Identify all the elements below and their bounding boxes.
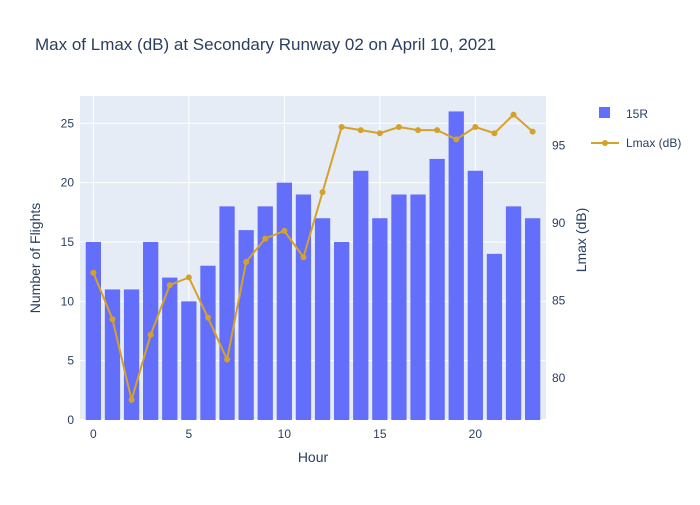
lmax-point-hour-16[interactable] [395,124,402,131]
lmax-point-hour-1[interactable] [109,316,116,323]
y-axis-title: Number of Flights [27,203,43,313]
y-tick-label: 5 [67,354,74,368]
bar-hour-9[interactable] [257,206,273,420]
bar-hour-20[interactable] [467,170,483,420]
bar-hour-21[interactable] [486,253,503,420]
lmax-point-hour-3[interactable] [147,331,154,338]
lmax-point-hour-18[interactable] [434,127,441,134]
y2-axis-title: Lmax (dB) [573,208,589,273]
line-series [90,111,536,404]
bar-hour-0[interactable] [85,241,102,420]
x-tick-label: 10 [278,427,292,441]
lmax-point-hour-8[interactable] [243,258,250,265]
x-tick-label: 5 [186,427,193,441]
x-tick-label: 0 [90,427,97,441]
lmax-point-hour-13[interactable] [338,124,345,131]
y2-tick-label: 80 [552,371,566,385]
lmax-point-hour-4[interactable] [166,282,173,289]
x-tick-label: 20 [469,427,483,441]
bar-hour-5[interactable] [181,301,197,420]
lmax-point-hour-6[interactable] [204,314,211,321]
lmax-point-hour-20[interactable] [472,124,479,131]
bar-hour-16[interactable] [391,194,407,420]
y2-tick-label: 85 [552,294,566,308]
bar-hour-4[interactable] [162,277,178,420]
x-axis-title: Hour [298,449,329,465]
lmax-point-hour-9[interactable] [262,235,269,242]
legend-label-15R[interactable]: 15R [626,107,648,121]
lmax-point-hour-22[interactable] [510,111,517,118]
legend-swatch-15R[interactable] [599,107,610,118]
lmax-point-hour-2[interactable] [128,396,135,403]
lmax-point-hour-11[interactable] [300,254,307,261]
bar-hour-17[interactable] [410,194,426,420]
bar-hour-12[interactable] [314,218,331,420]
lmax-point-hour-21[interactable] [491,130,498,137]
bar-hour-19[interactable] [448,111,464,420]
x-axis-ticks: 0 5 10 15 20 [90,427,482,441]
y-tick-label: 15 [61,235,75,249]
bar-hour-7[interactable] [219,206,235,420]
x-tick-label: 15 [373,427,387,441]
y2-axis-ticks: 80 85 90 95 [552,139,566,386]
bar-hour-3[interactable] [143,241,159,420]
bar-hour-6[interactable] [200,265,216,420]
lmax-point-hour-23[interactable] [529,128,536,135]
chart-title: Max of Lmax (dB) at Secondary Runway 02 … [35,35,496,54]
bar-hour-15[interactable] [372,218,388,420]
lmax-point-hour-19[interactable] [453,136,460,143]
bar-hour-18[interactable] [429,158,445,420]
bar-series [85,111,541,420]
bar-hour-23[interactable] [524,218,541,420]
bar-hour-22[interactable] [505,206,522,420]
legend-label-lmax[interactable]: Lmax (dB) [626,136,681,150]
lmax-point-hour-15[interactable] [376,130,383,137]
lmax-point-hour-0[interactable] [90,269,97,276]
legend: 15R Lmax (dB) [591,107,681,150]
bar-hour-13[interactable] [334,241,350,420]
y-tick-label: 10 [61,294,75,308]
bar-hour-10[interactable] [276,182,292,420]
lmax-line [92,113,534,404]
legend-swatch-lmax-marker [602,140,608,146]
y-tick-label: 0 [67,413,74,427]
bar-hour-1[interactable] [104,289,121,420]
lmax-point-hour-5[interactable] [185,274,192,281]
y-tick-label: 25 [61,116,75,130]
bar-hour-14[interactable] [353,170,369,420]
lmax-point-hour-17[interactable] [415,127,422,134]
y2-tick-label: 90 [552,216,566,230]
bar-hour-8[interactable] [238,230,254,420]
y-tick-label: 20 [61,176,75,190]
lmax-point-hour-12[interactable] [319,189,326,196]
lmax-point-hour-10[interactable] [281,227,288,234]
bar-hour-11[interactable] [295,194,312,420]
lmax-point-hour-14[interactable] [357,127,364,134]
y2-tick-label: 95 [552,139,566,153]
y-axis-ticks: 0 5 10 15 20 25 [61,116,75,427]
lmax-point-hour-7[interactable] [224,356,231,363]
